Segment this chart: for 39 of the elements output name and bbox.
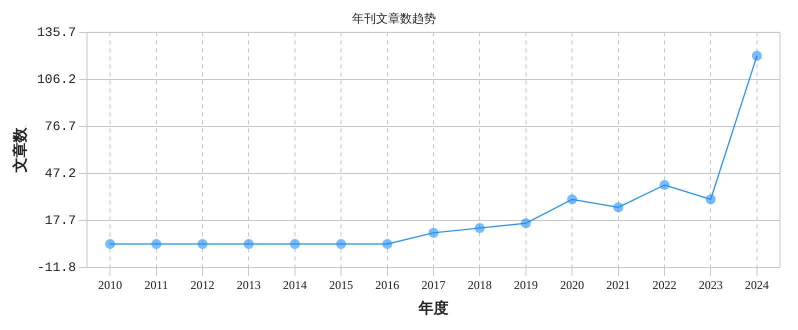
x-tick-label: 2019 xyxy=(514,278,538,292)
point xyxy=(382,239,392,249)
x-tick-label: 2016 xyxy=(375,278,400,292)
point xyxy=(336,239,346,249)
x-tick-label: 2010 xyxy=(98,278,122,292)
x-tick-label: 2024 xyxy=(744,278,769,292)
point xyxy=(474,223,485,234)
point xyxy=(613,202,624,212)
x-axis-title: 年度 xyxy=(418,298,449,317)
point xyxy=(660,180,670,190)
x-tick-label: 2023 xyxy=(698,278,723,292)
x-tick-label: 2015 xyxy=(329,278,354,292)
x-tick-label: 2018 xyxy=(468,278,492,292)
point xyxy=(752,50,762,61)
y-tick-label: 17.7 xyxy=(44,212,76,228)
x-tick-label: 2021 xyxy=(606,278,630,292)
x-tick-label: 2011 xyxy=(144,278,168,292)
point xyxy=(567,194,578,204)
y-tick-label: 135.7 xyxy=(36,24,76,40)
chart-title: 年刊文章数趋势 xyxy=(352,11,436,26)
point xyxy=(290,239,300,249)
x-tick-label: 2017 xyxy=(422,278,446,292)
point xyxy=(151,239,162,249)
y-tick-label: 47.2 xyxy=(44,166,76,181)
x-tick-label: 2022 xyxy=(652,278,676,292)
x-tick-label: 2013 xyxy=(236,278,261,292)
point xyxy=(244,239,254,249)
y-tick-label: -11.8 xyxy=(36,260,76,276)
point xyxy=(105,239,116,249)
x-tick-label: 2020 xyxy=(560,278,584,292)
y-tick-label: 106.2 xyxy=(36,72,76,87)
x-tick-label: 2012 xyxy=(190,278,215,292)
point xyxy=(520,218,531,228)
x-tick-label: 2014 xyxy=(282,278,307,292)
y-axis-title: 文章数 xyxy=(10,126,29,174)
y-tick-label: 76.7 xyxy=(44,118,76,134)
point xyxy=(706,194,716,204)
point xyxy=(198,239,208,249)
point xyxy=(428,228,439,238)
